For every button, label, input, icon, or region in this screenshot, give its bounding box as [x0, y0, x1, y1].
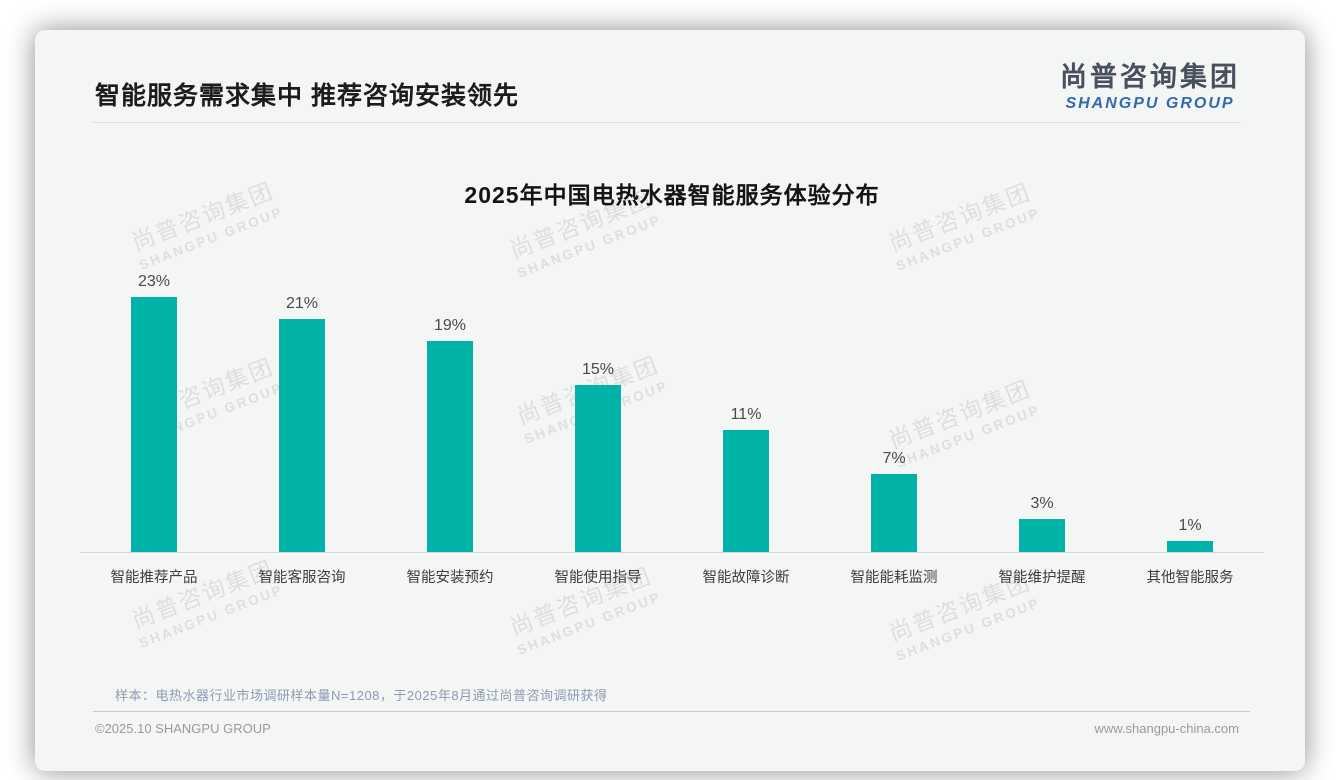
bar-column: 19% — [376, 262, 524, 552]
bar — [131, 297, 177, 552]
x-axis-label: 智能使用指导 — [554, 570, 642, 586]
sample-footnote: 样本：电热水器行业市场调研样本量N=1208，于2025年8月通过尚普咨询调研获… — [115, 688, 608, 703]
bar — [279, 319, 325, 552]
x-axis-label: 智能维护提醒 — [998, 570, 1086, 586]
bar — [871, 474, 917, 552]
bar-value-label: 19% — [433, 317, 467, 334]
bar-column: 21% — [228, 262, 376, 552]
bar-value-label: 23% — [137, 273, 171, 290]
bar-value-label: 3% — [1030, 495, 1054, 512]
bar — [427, 341, 473, 552]
x-axis-label: 智能故障诊断 — [702, 570, 790, 586]
chart-title: 2025年中国电热水器智能服务体验分布 — [464, 182, 880, 208]
bar-value-label: 11% — [730, 406, 762, 423]
report-slide: 智能服务需求集中 推荐咨询安装领先 尚普咨询集团 SHANGPU GROUP 尚… — [35, 30, 1305, 771]
bar-column: 11% — [672, 262, 820, 552]
bar — [1019, 519, 1065, 552]
bar-column: 23% — [80, 262, 228, 552]
bar-column: 15% — [524, 262, 672, 552]
x-axis-label: 智能推荐产品 — [110, 570, 198, 586]
x-axis-label: 其他智能服务 — [1146, 570, 1234, 586]
x-axis-label: 智能安装预约 — [406, 570, 494, 586]
logo-english-text: SHANGPU GROUP — [1065, 95, 1235, 112]
header-divider — [91, 122, 1241, 123]
bar-column: 7% — [820, 262, 968, 552]
x-axis-label: 智能客服咨询 — [258, 570, 346, 586]
bar — [575, 385, 621, 552]
bar — [1167, 541, 1213, 552]
bar-column: 3% — [968, 262, 1116, 552]
shangpu-logo: 尚普咨询集团 SHANGPU GROUP — [1060, 55, 1240, 113]
page-title: 智能服务需求集中 推荐咨询安装领先 — [95, 82, 519, 110]
footer-divider — [93, 711, 1250, 712]
copyright-text: ©2025.10 SHANGPU GROUP — [95, 721, 271, 736]
bar — [723, 430, 769, 552]
bar-value-label: 15% — [581, 361, 615, 378]
bar-value-label: 21% — [285, 295, 319, 312]
bar-chart-plot-area: 23% 21% 19% 15% 11% 7% 3% 1% — [80, 262, 1264, 553]
x-axis-category-labels: 智能推荐产品 智能客服咨询 智能安装预约 智能使用指导 智能故障诊断 智能能耗监测 智能维护… — [80, 566, 1264, 587]
bar-value-label: 1% — [1178, 517, 1202, 534]
logo-chinese-text: 尚普咨询集团 — [1060, 62, 1240, 92]
x-axis-label: 智能能耗监测 — [850, 570, 938, 586]
bar-value-label: 7% — [882, 450, 906, 467]
website-url: www.shangpu-china.com — [1094, 721, 1239, 736]
bar-column: 1% — [1116, 262, 1264, 552]
